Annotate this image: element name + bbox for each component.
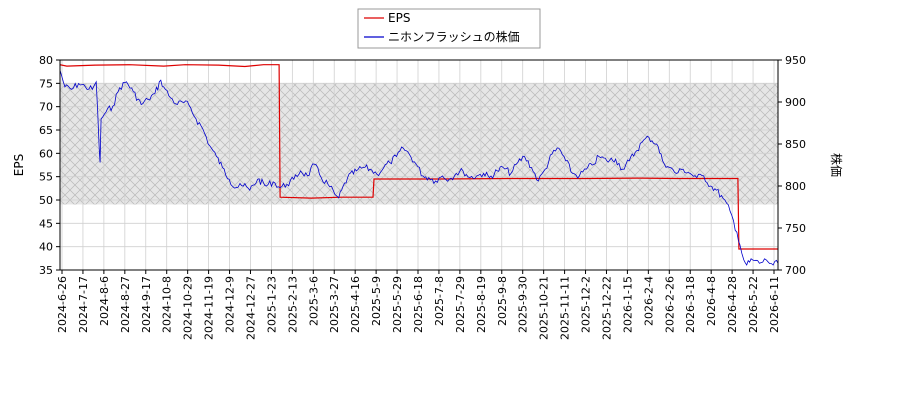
x-tick-label: 2024-12-27 [244,276,257,340]
legend-box [357,8,541,49]
series-line-1 [60,69,778,266]
x-tick-label: 2025-7-8 [433,276,446,326]
x-tick-label: 2026-4-28 [726,276,739,333]
hatched-band [60,83,778,205]
y-right-tick-label: 850 [785,138,806,151]
y-left-tick-label: 55 [39,171,53,184]
x-tick-label: 2025-4-16 [349,276,362,333]
x-tick-label: 2025-9-30 [517,276,530,333]
x-tick-label: 2024-11-19 [203,276,216,340]
x-tick-label: 2024-8-27 [119,276,132,333]
x-tick-label: 2024-7-17 [77,276,90,333]
y-left-tick-label: 50 [39,194,53,207]
y-right-tick-label: 750 [785,222,806,235]
y-left-label: EPS [12,154,26,176]
series-line-0 [60,64,778,250]
y-left-tick-label: 35 [39,264,53,277]
y-left-tick-label: 40 [39,241,53,254]
x-tick-label: 2026-1-15 [621,276,634,333]
x-axis: 2024-6-26 2024-7-17 2024-8-6 2024-8-27 2024-… [56,270,781,340]
x-tick-label: 2025-5-9 [370,276,383,326]
x-tick-label: 2025-12-22 [600,276,613,340]
y-left-tick-label: 65 [39,124,53,137]
y-left-tick-label: 45 [39,217,53,230]
x-tick-label: 2026-2-4 [642,276,655,326]
x-tick-label: 2024-6-26 [56,276,69,333]
y-left-tick-label: 75 [39,77,53,90]
y-right-tick-label: 950 [785,54,806,67]
x-tick-label: 2026-2-26 [663,276,676,333]
x-tick-label: 2025-11-11 [559,276,572,340]
x-tick-label: 2024-10-29 [182,276,195,340]
x-tick-label: 2025-3-6 [307,276,320,326]
x-tick-label: 2025-12-2 [580,276,593,333]
y-left-tick-label: 80 [39,54,53,67]
legend: EPS ニホンフラッシュの株価 [357,8,541,49]
x-tick-label: 2026-3-18 [684,276,697,333]
x-tick-label: 2025-5-29 [391,276,404,333]
series-layer [60,64,778,266]
y-left-tick-label: 60 [39,147,53,160]
x-tick-label: 2024-9-17 [140,276,153,333]
x-tick-label: 2025-3-27 [328,276,341,333]
y-right-tick-label: 700 [785,264,806,277]
y-right-label: 株価 [829,153,844,177]
x-tick-label: 2025-8-19 [475,276,488,333]
x-tick-label: 2026-5-22 [747,276,760,333]
y-right-tick-label: 900 [785,96,806,109]
x-tick-label: 2026-6-11 [768,276,781,333]
x-tick-label: 2025-1-23 [265,276,278,333]
legend-label-eps: EPS [388,11,410,25]
y-left-tick-label: 70 [39,101,53,114]
plot-border [59,59,779,271]
y-right-tick-label: 800 [785,180,806,193]
x-tick-label: 2025-9-8 [496,276,509,326]
x-tick-label: 2025-7-29 [454,276,467,333]
y-left-axis: 35 40 45 50 55 60 65 70 75 80 [39,54,60,277]
hatched-band-rect [60,83,778,205]
x-tick-label: 2024-12-9 [224,276,237,333]
plot-frame [59,59,779,271]
x-tick-label: 2025-6-18 [412,276,425,333]
x-tick-label: 2024-10-8 [161,276,174,333]
x-tick-label: 2025-2-13 [286,276,299,333]
x-tick-label: 2024-8-6 [98,276,111,326]
y-right-axis: 700 750 800 850 900 950 [778,54,806,277]
legend-label-price: ニホンフラッシュの株価 [388,29,520,44]
x-tick-label: 2026-4-8 [705,276,718,326]
x-tick-label: 2025-10-21 [538,276,551,340]
